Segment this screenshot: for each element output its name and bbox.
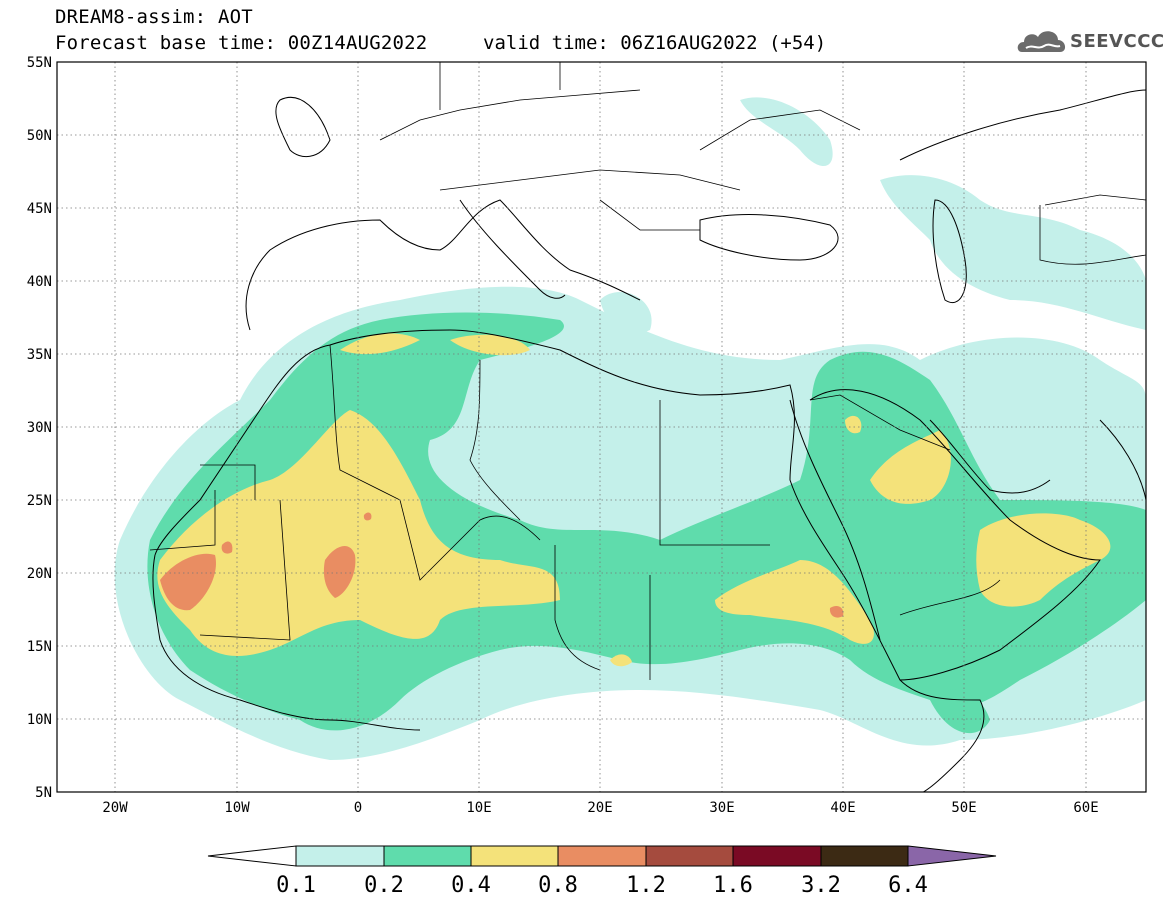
lat-label: 40N bbox=[27, 274, 52, 290]
logo-text: SEEVCCC bbox=[1070, 31, 1165, 52]
map-title: DREAM8-assim: AOT bbox=[55, 6, 253, 28]
lon-label: 20W bbox=[102, 800, 128, 816]
coastline-caspian bbox=[932, 199, 967, 303]
lon-label: 30E bbox=[709, 800, 734, 816]
lat-label: 25N bbox=[27, 493, 52, 509]
colorbar-label: 0.2 bbox=[364, 873, 404, 898]
colorbar-label: 1.2 bbox=[626, 873, 666, 898]
colorbar-box bbox=[820, 845, 909, 867]
lon-label: 50E bbox=[951, 800, 976, 816]
lat-label: 35N bbox=[27, 347, 52, 363]
coastline-blacksea bbox=[699, 214, 839, 261]
colorbar-high-arrow bbox=[907, 845, 997, 867]
lon-axis: 20W 10W 0 10E 20E 30E 40E 50E 60E bbox=[102, 800, 1098, 816]
lat-label: 45N bbox=[27, 201, 52, 217]
coastline-italy bbox=[459, 199, 566, 299]
lon-label: 20E bbox=[587, 800, 612, 816]
coastline-gulf bbox=[929, 419, 1051, 494]
lat-label: 30N bbox=[27, 420, 52, 436]
graticule bbox=[57, 62, 1146, 792]
colorbar-box bbox=[557, 845, 647, 867]
colorbar-box bbox=[645, 845, 734, 867]
lat-label: 15N bbox=[27, 639, 52, 655]
lat-label: 55N bbox=[27, 55, 52, 71]
forecast-base-time: Forecast base time: 00Z14AUG2022 bbox=[55, 32, 428, 54]
lat-label: 10N bbox=[27, 712, 52, 728]
coastline-west-africa bbox=[152, 554, 421, 731]
lat-axis: 55N 50N 45N 40N 35N 30N 25N 20N 15N 10N … bbox=[27, 55, 52, 801]
coastline-arabia bbox=[809, 389, 1101, 681]
coastline-africa bbox=[154, 329, 985, 792]
colorbar-label: 3.2 bbox=[801, 873, 841, 898]
colorbar-label: 1.6 bbox=[713, 873, 753, 898]
aot-contours bbox=[114, 97, 1146, 760]
aot-band-0.8 bbox=[160, 553, 216, 611]
colorbar-label: 0.8 bbox=[538, 873, 578, 898]
lon-label: 40E bbox=[830, 800, 855, 816]
coastline-uk bbox=[275, 96, 331, 158]
colorbar-box bbox=[383, 845, 472, 867]
map-frame bbox=[56, 61, 1147, 793]
coastline-india bbox=[1099, 419, 1146, 501]
lat-label: 5N bbox=[35, 785, 52, 801]
aot-band-0.4 bbox=[157, 410, 560, 656]
colorbar: 0.1 0.2 0.4 0.8 1.2 1.6 3.2 6.4 bbox=[207, 845, 997, 898]
valid-time: valid time: 06Z16AUG2022 (+54) bbox=[483, 32, 827, 54]
lon-label: 10W bbox=[224, 800, 250, 816]
lat-label: 50N bbox=[27, 128, 52, 144]
coastline-redsea bbox=[789, 399, 881, 641]
coastline-asia bbox=[899, 89, 1146, 161]
lon-label: 10E bbox=[466, 800, 491, 816]
colorbar-box bbox=[470, 845, 559, 867]
country-borders bbox=[149, 62, 1146, 680]
colorbar-box bbox=[732, 845, 822, 867]
coastline-europe bbox=[245, 199, 641, 331]
colorbar-low-arrow bbox=[207, 845, 297, 867]
colorbar-label: 0.1 bbox=[276, 873, 316, 898]
colorbar-label: 0.4 bbox=[451, 873, 491, 898]
colorbar-label: 6.4 bbox=[888, 873, 928, 898]
lon-label: 60E bbox=[1073, 800, 1098, 816]
lon-label: 0 bbox=[354, 800, 362, 816]
lat-label: 20N bbox=[27, 566, 52, 582]
cloud-logo-icon bbox=[1017, 31, 1066, 52]
colorbar-box bbox=[295, 845, 385, 867]
coastlines bbox=[152, 89, 1146, 792]
